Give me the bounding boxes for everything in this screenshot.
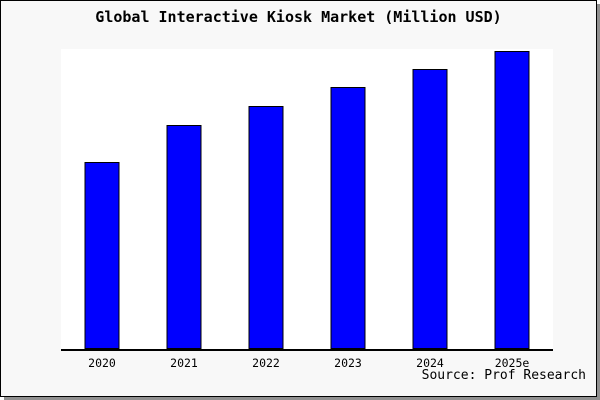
drop-shadow-bottom <box>4 397 600 400</box>
x-tick-label-2025e: 2025e <box>494 356 530 370</box>
x-tick-label-2024: 2024 <box>416 356 444 370</box>
x-tick-label-2023: 2023 <box>334 356 362 370</box>
bar-2025e <box>494 50 530 349</box>
bar-2020 <box>84 161 120 349</box>
plot-area <box>61 49 553 351</box>
bar-2024 <box>412 68 448 349</box>
x-axis-labels: 2020 2021 2022 2023 2024 2025e <box>61 356 553 370</box>
bar-2021 <box>166 125 202 349</box>
x-tick-label-2021: 2021 <box>170 356 198 370</box>
source-note: Source: Prof Research <box>421 368 586 383</box>
bar-2022 <box>248 106 284 349</box>
x-tick-label-2020: 2020 <box>88 356 116 370</box>
chart-title: Global Interactive Kiosk Market (Million… <box>95 8 502 26</box>
drop-shadow-right <box>597 4 600 400</box>
bar-2023 <box>330 87 366 349</box>
x-tick-label-2022: 2022 <box>252 356 280 370</box>
